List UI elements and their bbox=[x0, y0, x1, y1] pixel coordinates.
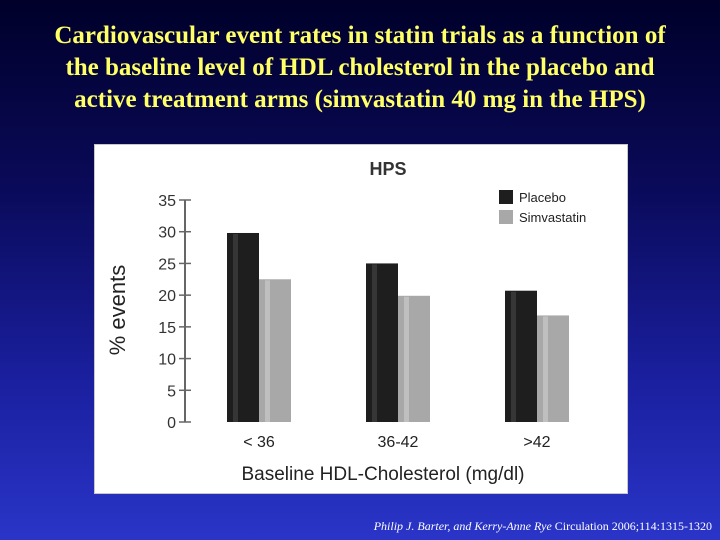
x-tick-label: 36-42 bbox=[378, 434, 419, 451]
citation: Philip J. Barter, and Kerry-Anne Rye Cir… bbox=[374, 519, 712, 534]
bar-highlight bbox=[543, 316, 548, 422]
y-axis: 0 5 10 15 20 25 30 35 bbox=[158, 193, 191, 432]
y-tick-label: 35 bbox=[158, 193, 176, 210]
citation-authors: Philip J. Barter, and Kerry-Anne Rye bbox=[373, 519, 552, 533]
bar-highlight bbox=[404, 296, 409, 422]
x-axis-label: Baseline HDL-Cholesterol (mg/dl) bbox=[242, 464, 525, 485]
bar-highlight bbox=[511, 291, 516, 422]
bar-simvastatin-2 bbox=[537, 315, 569, 422]
bar-placebo-2 bbox=[505, 290, 537, 422]
chart-panel: HPS 0 5 10 15 20 25 30 35 < 36 36-42 >42 Placebo S… bbox=[94, 144, 628, 494]
y-tick-label: 0 bbox=[167, 415, 176, 432]
title-line-3: active treatment arms (simvastatin 40 mg… bbox=[74, 86, 646, 113]
bar-placebo-0 bbox=[227, 232, 259, 422]
bar-placebo-1 bbox=[366, 263, 398, 422]
title-line-1: Cardiovascular event rates in statin tri… bbox=[54, 22, 666, 49]
y-tick-label: 25 bbox=[158, 256, 176, 273]
bar-highlight bbox=[265, 280, 270, 422]
y-axis-label: % events bbox=[105, 265, 130, 356]
y-tick-label: 15 bbox=[158, 320, 176, 337]
bar-highlight bbox=[372, 264, 377, 422]
bar-simvastatin-0 bbox=[259, 279, 291, 422]
legend: Placebo Simvastatin bbox=[499, 190, 586, 225]
y-tick-label: 20 bbox=[158, 288, 176, 305]
legend-swatch-placebo bbox=[499, 190, 513, 204]
legend-label-placebo: Placebo bbox=[519, 190, 566, 205]
y-tick-label: 10 bbox=[158, 352, 176, 369]
chart-title: HPS bbox=[369, 159, 406, 179]
slide-title: Cardiovascular event rates in statin tri… bbox=[0, 20, 720, 116]
legend-label-simvastatin: Simvastatin bbox=[519, 210, 586, 225]
bar-highlight bbox=[233, 233, 238, 422]
y-tick-label: 5 bbox=[167, 383, 176, 400]
citation-source: Circulation 2006;114:1315-1320 bbox=[551, 519, 712, 533]
hps-bar-chart: HPS 0 5 10 15 20 25 30 35 < 36 36-42 >42 Placebo S… bbox=[105, 159, 586, 485]
title-line-2: the baseline level of HDL cholesterol in… bbox=[65, 54, 655, 81]
y-tick-label: 30 bbox=[158, 225, 176, 242]
bar-simvastatin-1 bbox=[398, 295, 430, 422]
x-tick-label: >42 bbox=[523, 434, 550, 451]
bars bbox=[227, 232, 569, 422]
legend-swatch-simvastatin bbox=[499, 210, 513, 224]
x-tick-label: < 36 bbox=[243, 434, 275, 451]
x-tick-labels: < 36 36-42 >42 bbox=[243, 434, 550, 451]
